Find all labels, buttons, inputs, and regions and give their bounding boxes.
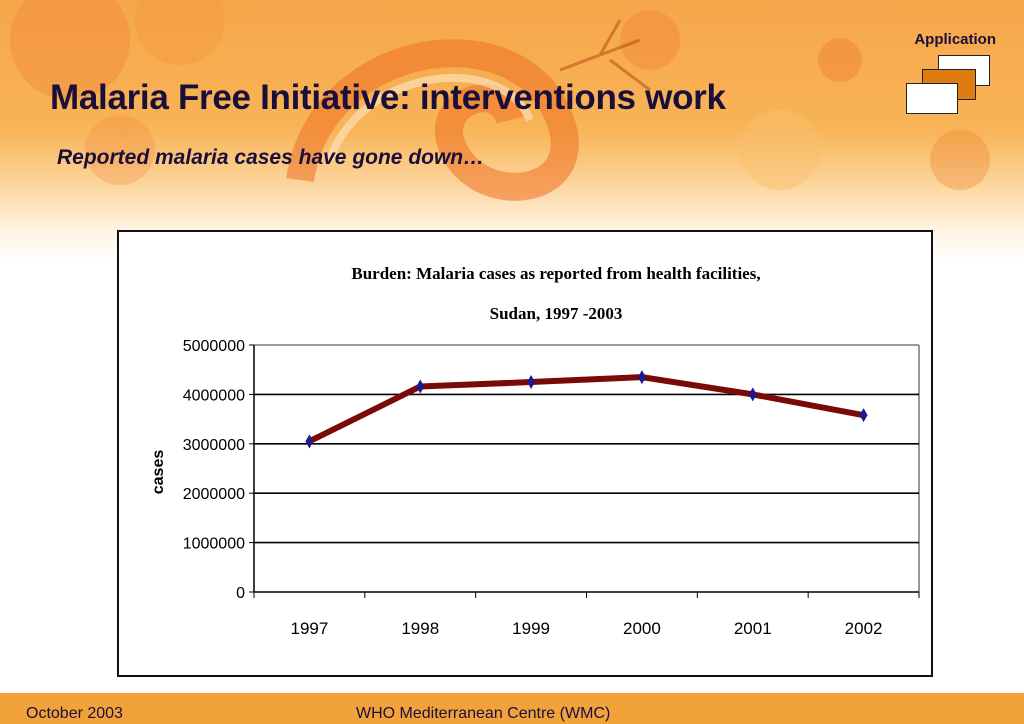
section-label: Application xyxy=(914,31,996,48)
x-tick-label: 1997 xyxy=(291,619,329,638)
footer-organization: WHO Mediterranean Centre (WMC) xyxy=(356,705,611,722)
y-tick-label: 2000000 xyxy=(183,486,245,503)
page-title: Malaria Free Initiative: interventions w… xyxy=(50,78,726,117)
chart-title-line-2: Sudan, 1997 -2003 xyxy=(490,304,623,323)
data-point-marker xyxy=(859,408,868,423)
y-tick-label: 5000000 xyxy=(183,338,245,355)
header-banner xyxy=(0,0,1024,260)
decorative-background xyxy=(10,0,990,201)
data-point-marker xyxy=(748,387,757,402)
line-chart: Burden: Malaria cases as reported from h… xyxy=(150,264,920,638)
x-tick-label: 2002 xyxy=(845,619,883,638)
data-point-marker xyxy=(527,375,536,390)
y-tick-label: 0 xyxy=(236,585,245,602)
y-tick-label: 1000000 xyxy=(183,536,245,553)
y-tick-label: 3000000 xyxy=(183,437,245,454)
data-point-marker xyxy=(416,379,425,394)
series-line xyxy=(308,374,865,445)
plot-area: 0 1000000 2000000 3000000 4000000 5000000 1997… xyxy=(183,338,920,638)
x-tick-label: 2001 xyxy=(734,619,772,638)
stacked-card-front xyxy=(906,83,958,114)
x-tick-label: 1998 xyxy=(401,619,439,638)
chart-frame: Burden: Malaria cases as reported from h… xyxy=(117,230,933,677)
footer-date: October 2003 xyxy=(26,705,123,722)
x-tick-label: 2000 xyxy=(623,619,661,638)
y-tick-label: 4000000 xyxy=(183,387,245,404)
data-point-marker xyxy=(637,370,646,385)
y-axis-label: cases xyxy=(150,450,167,495)
footer-bar xyxy=(0,693,1024,724)
chart-title-line-1: Burden: Malaria cases as reported from h… xyxy=(351,264,760,283)
page-subtitle: Reported malaria cases have gone down… xyxy=(57,146,485,169)
data-point-marker xyxy=(305,434,314,449)
x-tick-label: 1999 xyxy=(512,619,550,638)
